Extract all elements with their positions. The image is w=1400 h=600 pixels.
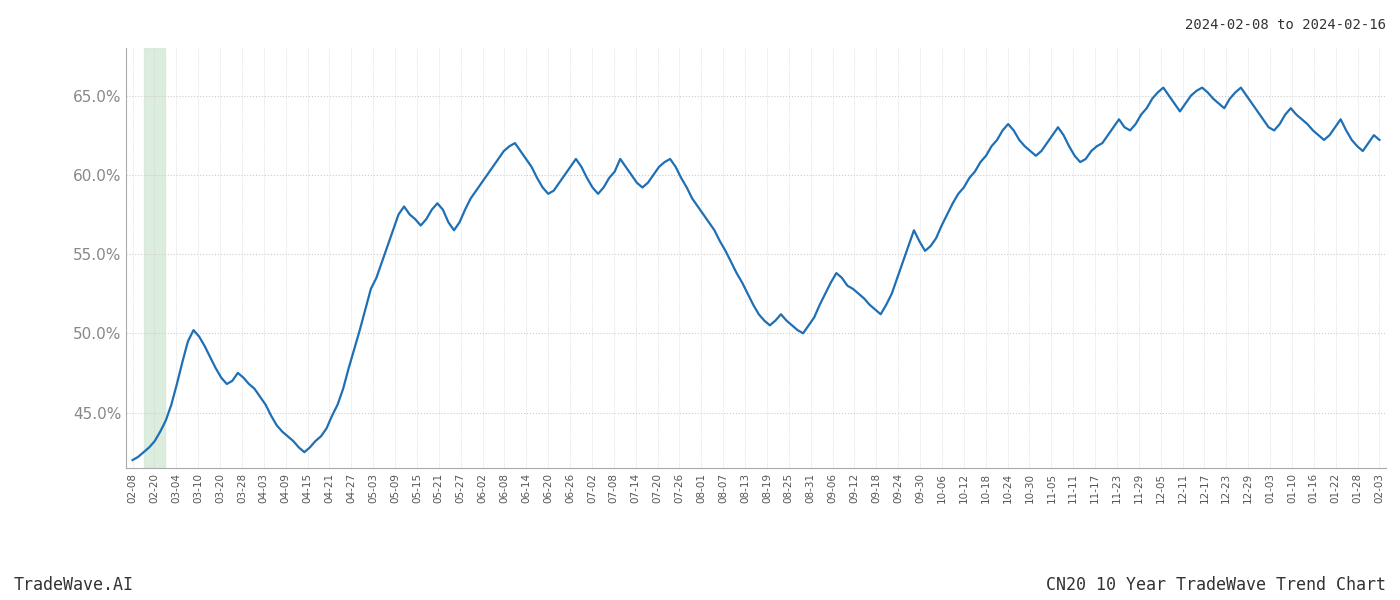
Bar bbox=[143, 48, 165, 468]
Text: 2024-02-08 to 2024-02-16: 2024-02-08 to 2024-02-16 bbox=[1184, 18, 1386, 32]
Text: TradeWave.AI: TradeWave.AI bbox=[14, 576, 134, 594]
Text: CN20 10 Year TradeWave Trend Chart: CN20 10 Year TradeWave Trend Chart bbox=[1046, 576, 1386, 594]
